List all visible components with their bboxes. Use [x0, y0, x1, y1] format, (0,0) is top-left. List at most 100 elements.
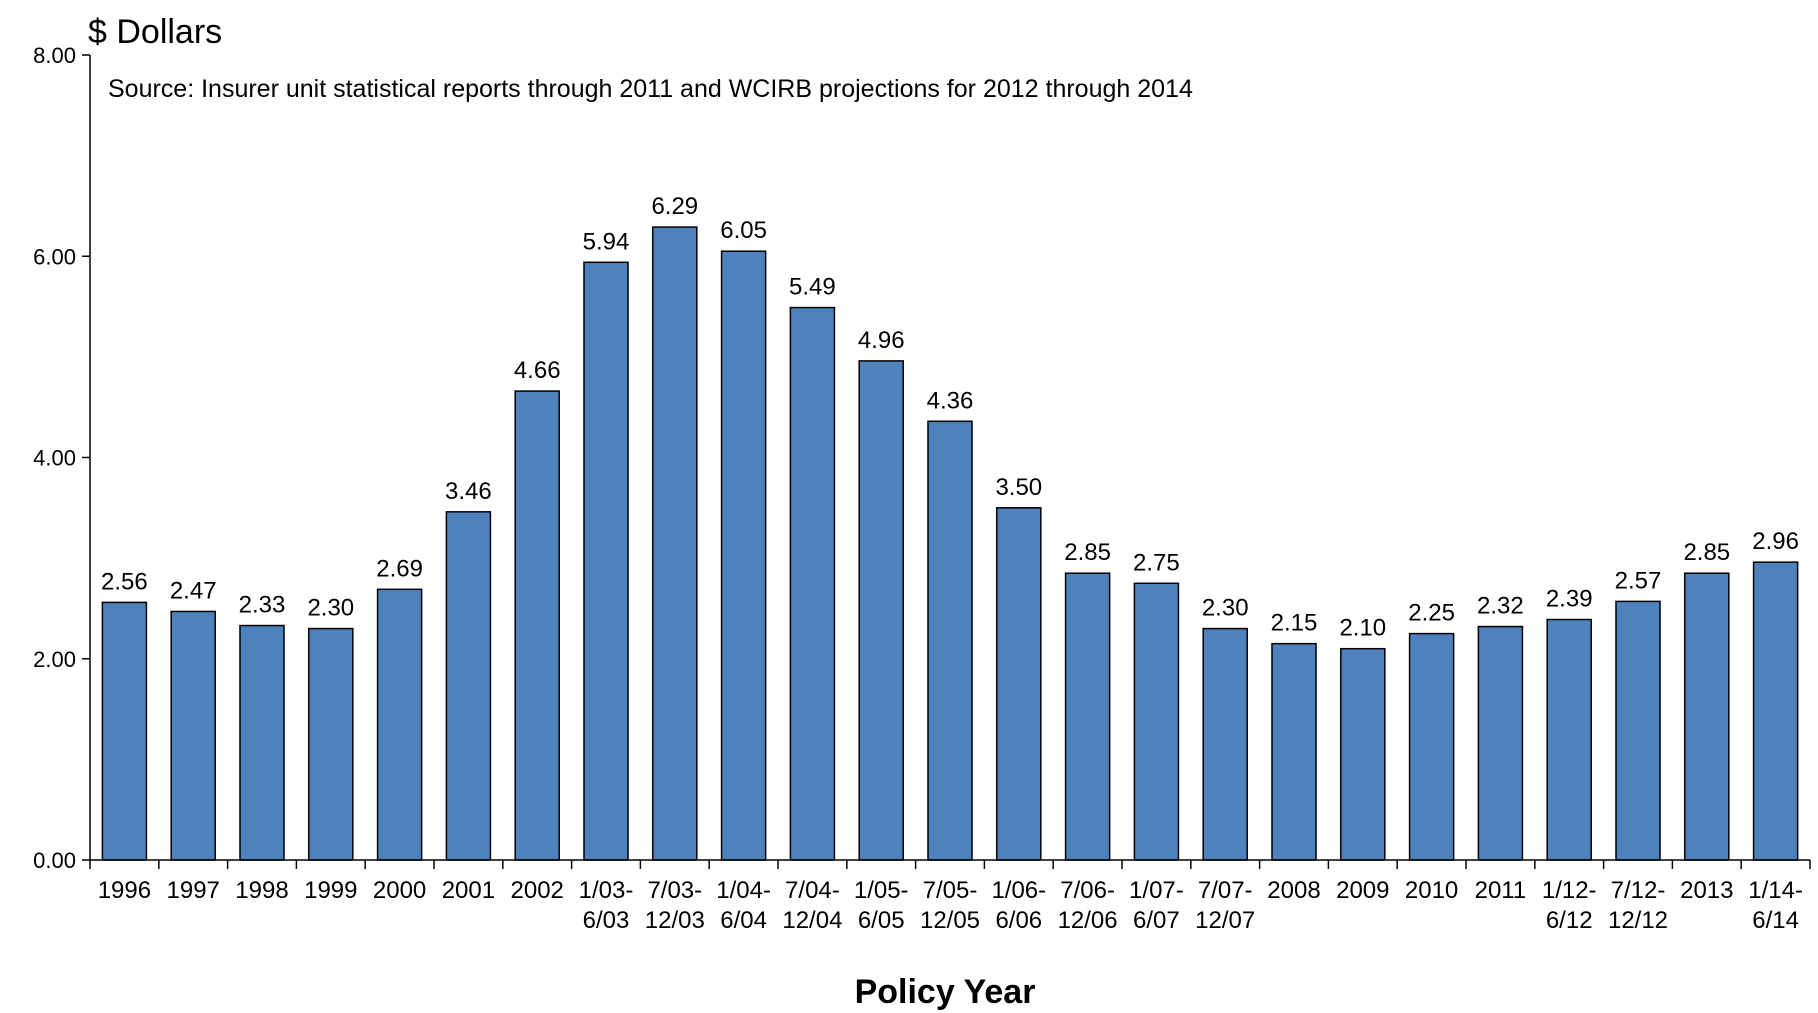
x-tick-label-line: 1/03-	[579, 877, 634, 904]
x-tick-label-line: 6/03	[583, 907, 630, 934]
x-tick-label: 7/05- 12/05	[920, 877, 980, 934]
y-tick-label: 4.00	[33, 446, 76, 471]
x-tick-label-line: 7/03-	[647, 877, 702, 904]
x-tick-label: 1/12- 6/12	[1542, 877, 1597, 934]
bar	[1752, 561, 1799, 861]
y-tick-label: 2.00	[33, 647, 76, 672]
bar	[927, 420, 973, 861]
x-tick-label: 1/06- 6/06	[991, 877, 1046, 934]
data-label: 2.57	[1615, 567, 1662, 594]
bar	[101, 601, 148, 861]
x-tick-label: 7/03- 12/03	[645, 877, 705, 934]
x-tick-label: 7/12- 12/12	[1608, 877, 1668, 934]
bar	[1684, 572, 1730, 861]
x-tick-label-line: 12/04	[782, 907, 842, 934]
x-tick-label-line: 7/07-	[1198, 877, 1253, 904]
x-tick-label: 1/03- 6/03	[579, 877, 634, 934]
bar	[720, 250, 767, 861]
data-label: 2.30	[1202, 595, 1249, 622]
x-tick-label-line: 1/07-	[1129, 877, 1184, 904]
bar	[1477, 625, 1524, 861]
x-tick-label-line: 1996	[98, 877, 151, 904]
y-tick-label: 0.00	[33, 848, 76, 873]
x-tick-label: 1997	[167, 877, 220, 904]
data-label: 2.39	[1546, 586, 1593, 613]
data-label: 2.15	[1271, 610, 1318, 637]
x-tick-label: 1/07- 6/07	[1129, 877, 1184, 934]
data-label: 5.49	[789, 274, 836, 301]
data-label: 2.96	[1752, 528, 1799, 555]
data-label: 3.46	[445, 478, 492, 505]
bar	[1133, 582, 1180, 861]
bars: 2.56 2.47 2.33 2.30 2.69 3.46 4.66 5.94 6.29 6.05…	[101, 193, 1799, 861]
x-tick-label: 1/04- 6/04	[716, 877, 771, 934]
x-tick-label-line: 12/05	[920, 907, 980, 934]
x-tick-label-line: 12/12	[1608, 907, 1668, 934]
x-tick-label-line: 6/07	[1133, 907, 1180, 934]
bar	[1271, 642, 1317, 861]
x-tick-label-line: 2009	[1336, 877, 1389, 904]
data-label: 5.94	[583, 228, 630, 255]
x-tick-label: 7/06- 12/06	[1058, 877, 1118, 934]
source-note: Source: Insurer unit statistical reports…	[108, 75, 1193, 103]
data-label: 2.75	[1133, 549, 1180, 576]
x-axis: 1996 1997 1998 1999 2000 2001 2002 1/03- 6/03 7/0…	[89, 859, 1811, 934]
x-tick-label: 2008	[1267, 877, 1320, 904]
data-label: 2.10	[1339, 615, 1386, 642]
x-axis-label: Policy Year	[855, 973, 1036, 1011]
bar	[1615, 600, 1661, 861]
data-label: 2.32	[1477, 593, 1524, 620]
data-label: 2.47	[170, 577, 217, 604]
bar	[376, 588, 423, 861]
data-label: 6.29	[651, 193, 698, 220]
x-tick-label: 2001	[442, 877, 495, 904]
bar	[308, 627, 354, 861]
data-label: 4.96	[858, 327, 905, 354]
x-tick-label-line: 2000	[373, 877, 426, 904]
x-tick-label-line: 12/06	[1058, 907, 1118, 934]
x-tick-label-line: 1/06-	[991, 877, 1046, 904]
x-tick-label-line: 2011	[1475, 877, 1527, 904]
data-label: 2.85	[1683, 539, 1730, 566]
bar	[1408, 632, 1455, 861]
bar	[652, 226, 698, 861]
data-label: 2.69	[376, 555, 423, 582]
data-label: 2.25	[1408, 600, 1455, 627]
data-label: 4.66	[514, 357, 561, 384]
bar	[170, 610, 216, 861]
y-tick-label: 6.00	[33, 244, 76, 269]
x-tick-label-line: 12/03	[645, 907, 705, 934]
x-tick-label-line: 1998	[235, 877, 288, 904]
data-label: 2.30	[307, 595, 354, 622]
data-label: 6.05	[720, 217, 767, 244]
x-tick-label-line: 6/05	[858, 907, 905, 934]
x-tick-label: 2009	[1336, 877, 1389, 904]
x-tick-label-line: 2013	[1680, 877, 1733, 904]
x-tick-label-line: 1/05-	[854, 877, 909, 904]
x-tick-label: 2000	[373, 877, 426, 904]
x-tick-label-line: 2008	[1267, 877, 1320, 904]
x-tick-label: 1999	[304, 877, 357, 904]
x-tick-label: 2010	[1405, 877, 1458, 904]
x-tick-label-line: 7/05-	[923, 877, 978, 904]
data-label: 2.33	[239, 592, 286, 619]
x-tick-label: 7/04- 12/04	[782, 877, 842, 934]
bar	[1064, 572, 1111, 861]
x-tick-label-line: 6/06	[995, 907, 1042, 934]
bar	[858, 360, 904, 861]
bar	[1546, 618, 1592, 861]
x-tick-label-line: 7/06-	[1060, 877, 1115, 904]
x-tick-label-line: 2001	[442, 877, 495, 904]
x-tick-label: 1/14- 6/14	[1748, 877, 1803, 934]
x-tick-label: 7/07- 12/07	[1195, 877, 1255, 934]
x-tick-label-line: 6/12	[1546, 907, 1593, 934]
x-tick-label: 2011	[1475, 877, 1527, 904]
bar	[514, 390, 560, 861]
x-tick-label: 2002	[511, 877, 564, 904]
data-label: 4.36	[927, 387, 974, 414]
x-tick-label-line: 7/12-	[1611, 877, 1666, 904]
x-tick-label: 1/05- 6/05	[854, 877, 909, 934]
bar	[789, 306, 836, 861]
x-tick-label-line: 1999	[304, 877, 357, 904]
